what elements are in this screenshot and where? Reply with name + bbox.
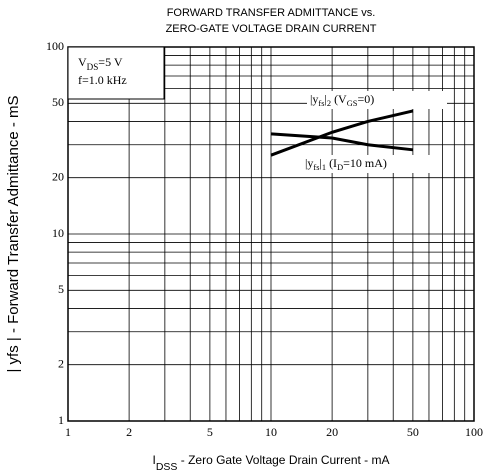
plot-frame [67,46,475,422]
condition: f=1.0 kHz [78,73,127,87]
x-axis-label-part: DSS [156,461,178,473]
series-label-bg [307,91,447,109]
x-axis-label-part: - Zero Gate Voltage Drain Current - mA [177,453,389,467]
x-tick-label: 50 [407,425,419,439]
y-axis-label: | yfs | - Forward Transfer Admittance - … [5,95,22,372]
y-tick-label: 2 [58,356,64,370]
series-label-part: =0) [357,92,374,106]
condition: VDS=5 V [78,55,123,72]
series-label-part: GS [347,99,358,108]
series-label-part: (V [331,92,347,106]
y-tick-label: 5 [58,282,64,296]
series-label: |yfs|2 (VGS=0) [310,92,374,109]
condition-part: DS [87,62,99,72]
condition-part: V [78,55,87,69]
series-label-part: | [324,92,326,106]
x-axis-label: IDSS - Zero Gate Voltage Drain Current -… [152,453,389,473]
x-tick-label: 5 [207,425,213,439]
y-tick-label: 100 [46,39,64,53]
y-tick-label: 20 [52,169,64,183]
series-label-part: 1 [322,163,326,172]
chart-title: FORWARD TRANSFER ADMITTANCE vs. [167,7,376,19]
series-label-part: |y [310,92,318,106]
x-tick-label: 100 [465,425,483,439]
series-label-part: (I [326,156,337,170]
condition-part: =5 V [98,55,123,69]
y-tick-label: 10 [52,226,64,240]
series-label: |yfs|1 (ID=10 mA) [305,156,387,173]
series-label-part: fs [313,163,319,172]
chart-title: ZERO-GATE VOLTAGE DRAIN CURRENT [166,23,377,35]
line [270,109,414,157]
x-tick-label: 1 [65,425,71,439]
x-tick-label: 2 [126,425,132,439]
series-label-part: D [337,163,343,172]
conditions-box [67,46,165,100]
x-tick-label: 10 [265,425,277,439]
series-label-part: 2 [327,99,331,108]
y-tick-label: 1 [58,413,64,427]
y-tick-label: 50 [52,95,64,109]
series-label-bg [302,155,442,173]
condition-part: f=1.0 kHz [78,73,127,87]
series-label-part: =10 mA) [343,156,387,170]
x-tick-label: 20 [326,425,338,439]
line [270,132,414,152]
x-axis-label-part: I [152,453,155,467]
series-label-part: | [319,156,321,170]
series-label-part: |y [305,156,313,170]
series-label-part: fs [318,99,324,108]
